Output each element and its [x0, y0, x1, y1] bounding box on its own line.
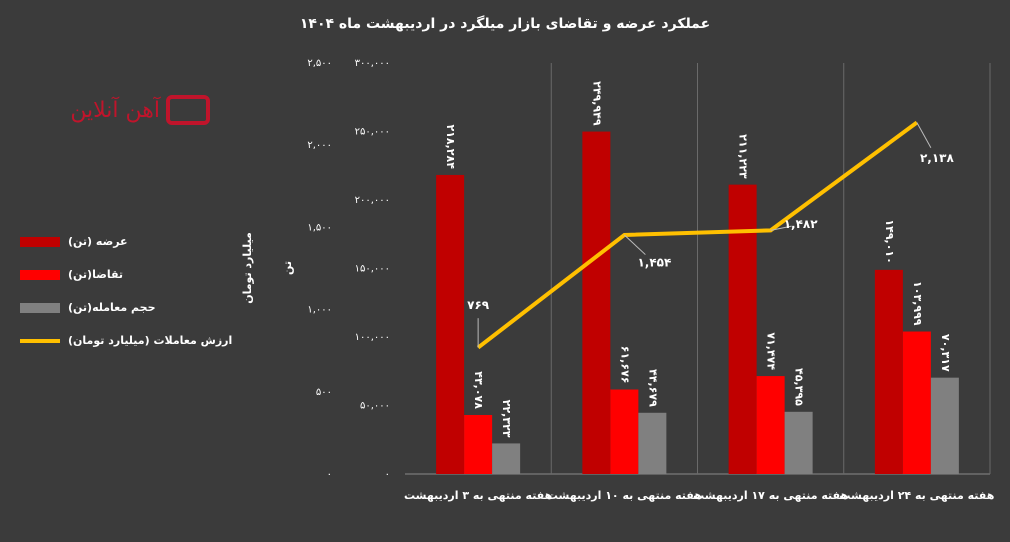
y-tick-label: ۱۵۰,۰۰۰: [355, 264, 390, 275]
x-tick-label: هفته منتهی به ۲۴ اردیبهشت: [839, 489, 994, 502]
bar: [436, 174, 465, 474]
legend-swatch: [20, 237, 60, 247]
y-tick-label: ۵۰,۰۰۰: [360, 401, 390, 412]
line-value-label: ۱,۴۸۲: [784, 217, 819, 231]
logo: آهن آنلاین: [70, 95, 210, 125]
bar-value-label: ۲۱۸,۲۸۴: [444, 124, 457, 169]
logo-icon: [166, 95, 210, 125]
bar-value-label: ۷۱,۴۷۴: [765, 332, 778, 370]
y-tick-label: ۱۰۰,۰۰۰: [355, 332, 390, 343]
legend-swatch: [20, 270, 60, 280]
logo-text: آهن آنلاین: [70, 96, 161, 123]
x-tick-label: هفته منتهی به ۱۷ اردیبهشت: [693, 489, 848, 502]
bar: [582, 131, 611, 474]
bar: [492, 443, 521, 474]
bar: [930, 377, 959, 474]
chart-title: عملکرد عرضه و تقاضای بازار میلگرد در ارد…: [300, 15, 710, 32]
y-tick-label: ۲۰۰,۰۰۰: [355, 195, 390, 206]
y2-tick-label: ۲,۵۰۰: [307, 58, 332, 69]
leader-line: [916, 122, 932, 148]
y2-axis-title: میلیارد تومان: [241, 232, 254, 304]
legend-label: تقاضا(تن): [68, 268, 123, 281]
bar-value-label: ۱۴۹,۰۱۰: [883, 219, 896, 263]
leader-line: [624, 234, 646, 255]
y2-tick-label: ۰: [327, 469, 332, 480]
bar: [874, 269, 903, 474]
y2-tick-label: ۱,۵۰۰: [307, 222, 332, 233]
bar: [784, 411, 813, 474]
bar-value-label: ۲۲,۳۲۳: [500, 400, 513, 438]
leader-line: [770, 225, 792, 231]
legend-label: ارزش معاملات (میلیارد تومان): [68, 334, 232, 347]
line-value-label: ۱,۴۵۴: [637, 255, 671, 269]
y-tick-label: ۲۵۰,۰۰۰: [355, 127, 390, 138]
x-tick-label: هفته منتهی به ۱۰ اردیبهشت: [547, 489, 702, 502]
legend-label: عرضه (تن): [68, 235, 128, 248]
bar-value-label: ۲۴۹,۹۴۹: [590, 81, 603, 126]
bar-value-label: ۴۳,۰۷۸: [472, 371, 485, 409]
bar: [756, 376, 785, 474]
y-tick-label: ۳۰۰,۰۰۰: [355, 58, 390, 69]
y2-tick-label: ۵۰۰: [316, 387, 332, 398]
y2-tick-label: ۲,۰۰۰: [307, 140, 332, 151]
bar-value-label: ۱۰۳,۹۹۹: [911, 281, 924, 326]
bar: [610, 389, 639, 474]
line-value-label: ۷۶۹: [467, 298, 490, 312]
bar-value-label: ۶۱,۶۷۶: [618, 346, 631, 384]
bar: [638, 412, 667, 474]
bar-value-label: ۴۵,۳۹۵: [793, 368, 806, 406]
legend-swatch: [20, 303, 60, 313]
line-series: [476, 120, 919, 350]
y-tick-label: ۰: [385, 469, 390, 480]
bar-value-label: ۲۱۱,۲۲۳: [737, 134, 750, 179]
bar: [902, 331, 931, 474]
x-tick-label: هفته منتهی به ۳ اردیبهشت: [404, 489, 552, 502]
y-axis-title: تن: [281, 261, 294, 275]
bar: [464, 414, 493, 474]
bar-value-label: ۷۰,۳۱۷: [939, 334, 952, 372]
bar-value-label: ۴۴,۶۷۹: [646, 369, 659, 407]
bar: [728, 184, 757, 474]
line-value-label: ۲,۱۳۸: [920, 151, 955, 165]
legend-label: حجم معامله(تن): [68, 301, 156, 314]
y2-tick-label: ۱,۰۰۰: [307, 305, 332, 316]
